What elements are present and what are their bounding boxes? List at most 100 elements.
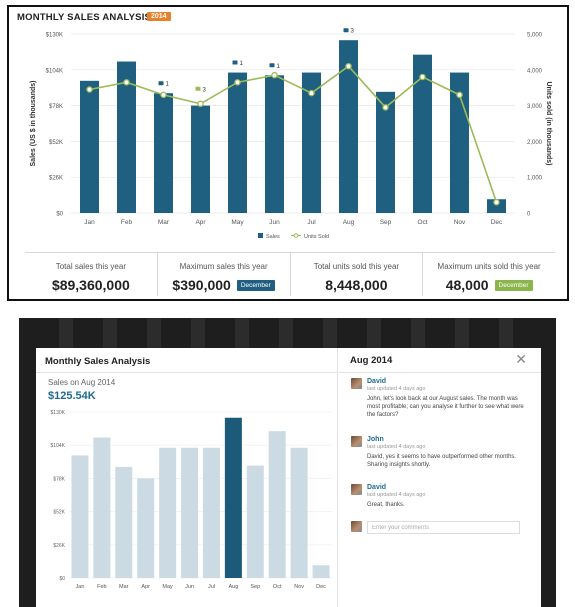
avatar bbox=[351, 484, 362, 495]
stat-value: 8,448,000 bbox=[325, 277, 388, 293]
x-tick-label: Nov bbox=[294, 584, 304, 590]
stat-max-units: Maximum units sold this year 48,000 Dece… bbox=[423, 253, 555, 296]
comment-time: last updated 4 days ago bbox=[367, 386, 426, 392]
comment-author[interactable]: John bbox=[367, 436, 384, 443]
x-tick-label: Mar bbox=[119, 584, 129, 590]
y-tick-label: $0 bbox=[56, 212, 63, 218]
comment-count: 1 bbox=[240, 61, 244, 67]
comment-time: last updated 4 days ago bbox=[367, 492, 426, 498]
comment-icon bbox=[158, 81, 164, 86]
y2-tick-label: 1,000 bbox=[527, 176, 543, 182]
x-tick-label: Jul bbox=[307, 219, 316, 226]
close-icon[interactable]: ✕ bbox=[515, 351, 527, 367]
y2-tick-label: 0 bbox=[527, 212, 531, 218]
modal-chart-pane: $0 $26K $52K $78K $104K $130K Jan Feb Mar Apr May J… bbox=[36, 348, 338, 607]
sales-bar bbox=[228, 72, 247, 213]
comment-icon bbox=[269, 63, 275, 68]
monthly-sales-drilldown-chart: $0 $26K $52K $78K $104K $130K Jan Feb Mar Apr May J… bbox=[51, 410, 332, 590]
y-tick-label: $78K bbox=[53, 476, 65, 482]
units-point bbox=[308, 89, 315, 97]
x-tick-label: Jul bbox=[208, 584, 215, 590]
units-point bbox=[197, 100, 204, 108]
stat-label: Total sales this year bbox=[55, 262, 126, 271]
year-badge[interactable]: 2014 bbox=[147, 12, 171, 21]
y-tick-label: $26K bbox=[53, 543, 65, 549]
units-point bbox=[160, 91, 167, 99]
units-sold-line bbox=[89, 65, 498, 203]
sales-bar bbox=[487, 199, 506, 213]
comment-input[interactable] bbox=[367, 521, 520, 534]
legend-sales-swatch bbox=[258, 233, 263, 238]
comment: David last updated 4 days ago Great, tha… bbox=[351, 484, 526, 509]
y2-tick-label: 2,000 bbox=[527, 140, 543, 146]
x-tick-label: Jun bbox=[269, 219, 280, 226]
x-tick-label: Dec bbox=[316, 584, 326, 590]
divider bbox=[339, 372, 541, 373]
sales-bar bbox=[290, 447, 308, 578]
avatar bbox=[351, 378, 362, 389]
sales-bar bbox=[80, 80, 99, 213]
x-tick-label: May bbox=[162, 584, 173, 590]
sales-analysis-panel: $0 $26K $52K $78K $104K $130K 0 1,000 2,000 3,000… bbox=[7, 5, 569, 301]
y-tick-label: $52K bbox=[49, 140, 63, 146]
month-tag: December bbox=[494, 279, 533, 291]
sales-bar bbox=[71, 455, 89, 578]
stat-total-sales: Total sales this year $89,360,000 bbox=[25, 253, 158, 296]
comment-count: 3 bbox=[203, 87, 207, 93]
y-tick-label: $0 bbox=[59, 576, 65, 582]
sales-bar bbox=[302, 72, 321, 213]
legend-sales-label: Sales bbox=[266, 234, 280, 240]
sales-bar bbox=[93, 437, 111, 578]
avatar bbox=[351, 521, 362, 532]
x-tick-label: Sep bbox=[380, 219, 392, 226]
units-point bbox=[493, 199, 500, 206]
modal-title: Monthly Sales Analysis bbox=[45, 356, 151, 367]
sales-bar bbox=[159, 447, 177, 578]
comment-count: 1 bbox=[166, 82, 170, 88]
x-tick-label: Aug bbox=[228, 584, 238, 590]
sales-bar bbox=[376, 91, 395, 213]
x-tick-label: Feb bbox=[121, 219, 133, 226]
sales-bar-selected bbox=[224, 417, 242, 578]
sales-bar bbox=[312, 565, 330, 578]
stat-value: 48,000 bbox=[445, 277, 489, 293]
comment-author[interactable]: David bbox=[367, 378, 387, 385]
y-tick-label: $104K bbox=[51, 443, 66, 449]
sales-bar bbox=[413, 54, 432, 214]
comment-author[interactable]: David bbox=[367, 484, 387, 491]
x-tick-label: Feb bbox=[97, 584, 106, 590]
comment-text: David, yes it seems to have outperformed… bbox=[367, 454, 517, 468]
y-tick-label: $52K bbox=[53, 510, 65, 516]
monthly-sales-chart: $0 $26K $52K $78K $104K $130K 0 1,000 2,000 3,000… bbox=[30, 28, 552, 240]
comments-title: Aug 2014 bbox=[350, 355, 393, 366]
modal-value: $125.54K bbox=[48, 390, 96, 402]
units-point bbox=[271, 71, 278, 79]
drilldown-modal: $0 $26K $52K $78K $104K $130K Jan Feb Mar Apr May J… bbox=[36, 348, 541, 607]
sales-bar bbox=[117, 61, 136, 214]
modal-subtitle: Sales on Aug 2014 bbox=[48, 378, 116, 387]
comment-count: 3 bbox=[351, 29, 355, 35]
y-tick-label: $78K bbox=[49, 104, 63, 110]
units-point bbox=[345, 62, 352, 70]
y-tick-label: $130K bbox=[46, 33, 63, 39]
x-tick-label: Mar bbox=[158, 219, 170, 226]
sales-bar bbox=[268, 431, 286, 578]
stat-value: $89,360,000 bbox=[51, 277, 130, 293]
x-tick-label: Dec bbox=[491, 219, 503, 226]
comment-time: last updated 4 days ago bbox=[367, 444, 426, 450]
sales-bar bbox=[154, 93, 173, 213]
comment: John last updated 4 days ago David, yes … bbox=[351, 436, 526, 469]
comment-icon bbox=[232, 60, 238, 65]
units-point bbox=[86, 86, 93, 93]
y-tick-label: $26K bbox=[49, 176, 63, 182]
units-point bbox=[382, 104, 389, 111]
comments-pane: Aug 2014 ✕ David last updated 4 days ago… bbox=[339, 348, 541, 607]
y-tick-label: $130K bbox=[51, 410, 66, 416]
y2-tick-label: 3,000 bbox=[527, 104, 543, 110]
panel-title: MONTHLY SALES ANALYSIS bbox=[17, 12, 152, 23]
y-tick-label: $104K bbox=[46, 68, 63, 74]
units-point bbox=[234, 79, 241, 86]
x-tick-label: Nov bbox=[454, 219, 466, 226]
comment-text: Great, thanks. bbox=[367, 502, 405, 508]
sales-bar bbox=[191, 105, 210, 213]
